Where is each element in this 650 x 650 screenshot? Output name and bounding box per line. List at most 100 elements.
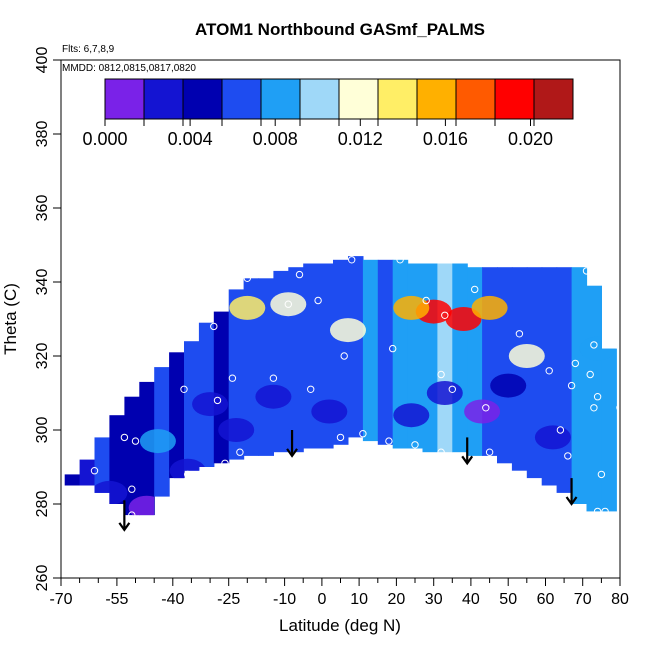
sample-point-21 bbox=[348, 256, 356, 264]
field-column-34 bbox=[571, 267, 588, 504]
sample-point-0 bbox=[90, 467, 99, 475]
sample-point-27 bbox=[422, 296, 430, 305]
sample-point-23 bbox=[385, 437, 393, 445]
dates-annotation: MMDD: 0812,0815,0817,0820 bbox=[62, 63, 196, 74]
colorbar-swatch-7 bbox=[378, 79, 418, 119]
sample-point-25 bbox=[396, 256, 404, 264]
sample-point-6 bbox=[184, 470, 192, 479]
x-tick-label-2: -40 bbox=[161, 591, 184, 608]
field-column-13 bbox=[258, 278, 274, 456]
colorbar-swatch-0 bbox=[105, 79, 145, 119]
sample-point-8 bbox=[213, 396, 222, 405]
field-column-28 bbox=[482, 267, 498, 456]
sample-point-37 bbox=[556, 426, 565, 434]
field-column-32 bbox=[541, 267, 558, 486]
field-blob-14 bbox=[330, 318, 366, 343]
field-column-20 bbox=[362, 259, 379, 442]
x-tick-label-13: 80 bbox=[611, 591, 629, 608]
y-tick-label-1: 280 bbox=[34, 491, 51, 518]
arrow-3 bbox=[565, 478, 578, 506]
y-tick-label-4: 340 bbox=[34, 269, 51, 296]
colorbar-tick-label-1: 0.004 bbox=[168, 129, 213, 149]
field-blob-8 bbox=[426, 381, 463, 405]
field-blob-17 bbox=[393, 295, 430, 320]
field-column-25 bbox=[437, 263, 453, 453]
colorbar-swatch-11 bbox=[534, 79, 574, 119]
field-blob-20 bbox=[579, 336, 616, 361]
arrow-head-2 bbox=[461, 455, 474, 466]
field-column-0 bbox=[64, 474, 81, 486]
chart-title: ATOM1 Northbound GASmf_PALMS bbox=[195, 20, 485, 39]
sample-point-18 bbox=[314, 296, 322, 305]
field-blob-19 bbox=[508, 344, 545, 368]
field-blob-13 bbox=[270, 292, 307, 317]
colorbar-swatch-5 bbox=[300, 79, 340, 119]
y-tick-label-7: 400 bbox=[34, 47, 51, 74]
field-blob-5 bbox=[255, 384, 292, 409]
field-column-7 bbox=[169, 352, 185, 479]
sample-point-22 bbox=[359, 430, 367, 438]
field-column-21 bbox=[377, 259, 394, 445]
colorbar-frame bbox=[104, 78, 574, 120]
field-column-19 bbox=[348, 256, 364, 438]
x-tick-label-12: 70 bbox=[574, 591, 592, 608]
sample-point-40 bbox=[571, 359, 579, 368]
arrows-layer bbox=[118, 430, 578, 532]
field-blob-0 bbox=[128, 495, 165, 516]
field-column-30 bbox=[511, 267, 528, 471]
field-layer bbox=[64, 256, 617, 516]
arrow-head-0 bbox=[118, 522, 131, 532]
colorbar-swatch-1 bbox=[144, 79, 184, 119]
colorbar-tick-label-2: 0.008 bbox=[253, 129, 298, 149]
field-blob-10 bbox=[490, 373, 527, 398]
y-tick-label-3: 320 bbox=[34, 343, 51, 370]
y-axis-label: Theta (C) bbox=[1, 283, 20, 355]
field-column-4 bbox=[124, 396, 140, 516]
sample-point-12 bbox=[236, 448, 244, 456]
sample-point-17 bbox=[307, 385, 315, 393]
colorbar-swatch-10 bbox=[495, 79, 535, 119]
sample-point-5 bbox=[128, 511, 136, 519]
sample-point-2 bbox=[131, 437, 140, 445]
colorbar-swatch-4 bbox=[261, 79, 301, 119]
field-column-12 bbox=[243, 278, 260, 456]
field-blob-3 bbox=[192, 392, 229, 417]
y-tick-label-6: 380 bbox=[34, 121, 51, 148]
field-blob-1 bbox=[91, 480, 128, 505]
field-column-24 bbox=[422, 263, 438, 453]
sample-point-32 bbox=[471, 285, 479, 294]
arrow-1 bbox=[286, 430, 298, 458]
sample-point-29 bbox=[441, 311, 449, 319]
x-axis-label: Latitude (deg N) bbox=[279, 616, 401, 635]
colorbar: 0.000 0.004 0.008 0.012 0.016 0.020 bbox=[82, 78, 574, 149]
y-tick-label-5: 360 bbox=[34, 195, 51, 222]
sample-point-13 bbox=[243, 274, 252, 282]
x-tick-label-0: -70 bbox=[49, 591, 72, 608]
x-tick-label-4: -10 bbox=[273, 591, 296, 608]
colorbar-swatch-9 bbox=[456, 79, 496, 119]
colorbar-tick-label-4: 0.016 bbox=[423, 129, 468, 149]
flights-annotation: Flts: 6,7,8,9 bbox=[62, 44, 115, 55]
sample-point-42 bbox=[586, 370, 594, 379]
x-tick-label-10: 50 bbox=[499, 591, 517, 608]
sample-point-7 bbox=[180, 385, 188, 393]
sample-point-48 bbox=[601, 507, 609, 516]
field-blob-18 bbox=[471, 295, 508, 320]
sample-point-19 bbox=[336, 433, 345, 442]
x-tick-label-7: 20 bbox=[388, 591, 406, 608]
sample-point-24 bbox=[389, 344, 397, 353]
field-column-33 bbox=[556, 267, 573, 493]
sample-point-31 bbox=[437, 448, 445, 456]
field-blob-7 bbox=[393, 403, 430, 428]
field-column-16 bbox=[303, 263, 319, 449]
x-tick-label-11: 60 bbox=[537, 591, 555, 608]
field-column-1 bbox=[79, 459, 96, 486]
colorbar-tick-label-5: 0.020 bbox=[508, 129, 553, 149]
field-blob-21 bbox=[139, 429, 176, 454]
field-blob-9 bbox=[464, 399, 501, 424]
sample-point-46 bbox=[593, 507, 602, 516]
field-blobs bbox=[91, 292, 616, 516]
x-tick-label-3: -25 bbox=[217, 591, 240, 608]
sample-point-44 bbox=[590, 341, 598, 349]
arrow-0 bbox=[118, 500, 131, 532]
